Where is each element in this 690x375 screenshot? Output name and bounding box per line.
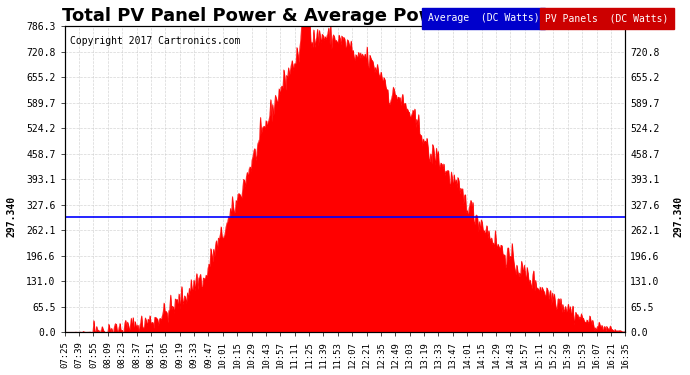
Title: Total PV Panel Power & Average Power Sat Jan 28 16:44: Total PV Panel Power & Average Power Sat…: [61, 7, 629, 25]
Text: PV Panels  (DC Watts): PV Panels (DC Watts): [545, 13, 669, 23]
Text: Average  (DC Watts): Average (DC Watts): [428, 13, 540, 23]
Text: 297.340: 297.340: [673, 196, 683, 237]
Text: 297.340: 297.340: [7, 196, 17, 237]
Text: Copyright 2017 Cartronics.com: Copyright 2017 Cartronics.com: [70, 36, 241, 46]
